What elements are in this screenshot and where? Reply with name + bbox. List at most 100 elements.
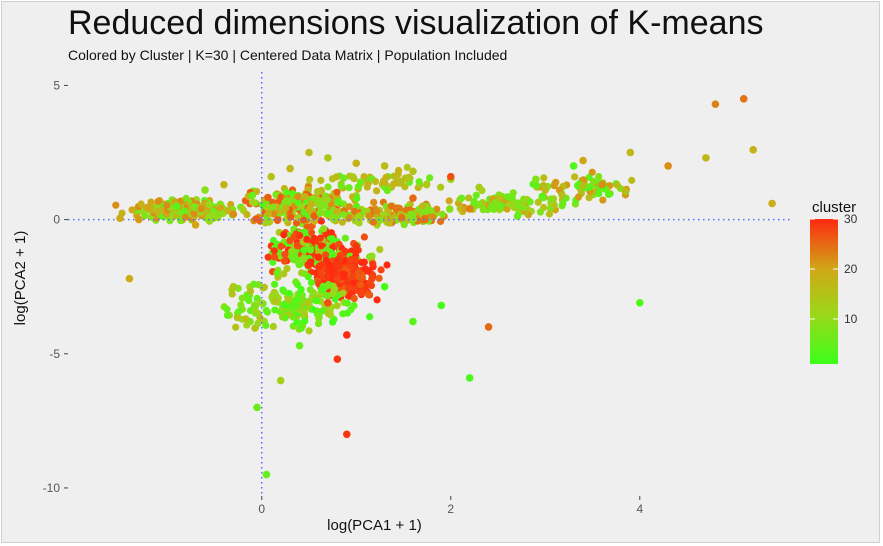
data-point [598, 180, 606, 189]
cloud-point [368, 275, 376, 283]
cloud-point [232, 323, 240, 331]
cloud-point [383, 261, 391, 269]
cloud-point [306, 246, 315, 254]
cloud-point [370, 198, 378, 206]
data-point [409, 167, 417, 176]
y-axis-title: log(PCA2 + 1) [12, 231, 29, 326]
x-tick-label: 4 [636, 502, 643, 516]
cloud-point [400, 221, 408, 229]
cloud-point [297, 324, 305, 332]
reference-lines [68, 72, 791, 496]
cloud-point [324, 272, 332, 281]
cloud-point [273, 269, 281, 277]
cloud-point [375, 274, 383, 282]
cloud-point [345, 214, 353, 222]
cloud-point [457, 194, 466, 202]
cloud-point [166, 217, 174, 225]
cloud-point [337, 182, 345, 190]
data-point [352, 242, 361, 251]
cloud-point [574, 181, 582, 190]
data-point [295, 231, 304, 240]
cloud-point [147, 198, 155, 206]
cloud-point [356, 281, 365, 289]
cloud-point [595, 172, 603, 181]
cloud-point [347, 263, 356, 271]
data-point [116, 214, 124, 223]
cloud-point [340, 174, 348, 182]
cloud-point [205, 200, 213, 209]
cloud-point [538, 192, 546, 200]
color-legend: cluster 10 20 30 [810, 199, 858, 364]
cloud-point [381, 178, 389, 186]
data-point [125, 274, 134, 283]
cloud-point [228, 290, 236, 298]
cloud-point [376, 216, 384, 224]
data-point [253, 403, 261, 412]
cloud-point [216, 204, 225, 212]
cloud-point [271, 297, 279, 305]
cloud-point [328, 235, 336, 243]
cloud-point [628, 176, 636, 184]
cloud-point [373, 296, 381, 304]
cloud-point [317, 176, 325, 184]
data-point [635, 298, 644, 307]
cloud-point [270, 253, 279, 261]
cloud-point [295, 261, 303, 269]
data-point [749, 146, 757, 154]
cloud-point [190, 209, 198, 218]
data-point [380, 282, 389, 291]
cloud-point [301, 317, 309, 325]
cloud-point [271, 290, 279, 298]
legend-tick-label: 20 [844, 262, 858, 276]
cloud-point [376, 245, 384, 254]
data-point [333, 274, 342, 283]
cloud-point [242, 315, 250, 323]
cloud-point [281, 250, 289, 258]
cloud-point [275, 197, 283, 205]
data-point [135, 215, 143, 224]
cloud-point [514, 201, 522, 209]
data-point [248, 191, 257, 200]
cloud-point [333, 302, 341, 310]
cloud-point [360, 173, 368, 181]
cloud-point [265, 218, 274, 226]
cloud-point [270, 247, 278, 255]
cloud-point [223, 305, 231, 313]
x-axis-title: log(PCA1 + 1) [327, 517, 422, 534]
cloud-point [327, 229, 335, 237]
cloud-point [383, 186, 391, 195]
cloud-point [318, 307, 327, 315]
data-point [484, 323, 493, 331]
cloud-point [418, 202, 427, 210]
cloud-point [252, 308, 260, 316]
y-tick-label: -5 [49, 347, 60, 361]
data-point [446, 172, 455, 181]
cloud-point [300, 254, 308, 262]
cloud-point [329, 318, 337, 326]
data-point [229, 210, 238, 219]
cloud-point [363, 183, 371, 191]
cloud-point [303, 299, 311, 307]
point-cloud-layer [112, 163, 636, 335]
data-point [286, 164, 294, 173]
cloud-point [446, 205, 454, 213]
cloud-point [285, 289, 293, 298]
data-point [465, 374, 474, 382]
cloud-point [552, 178, 560, 186]
cloud-point [360, 233, 368, 241]
cloud-point [248, 198, 257, 206]
cloud-point [599, 196, 607, 204]
cloud-point [503, 193, 512, 201]
y-tick-label: 5 [53, 78, 60, 92]
cloud-point [154, 197, 162, 205]
cloud-point [306, 258, 314, 266]
cloud-point [264, 253, 272, 261]
cloud-point [372, 207, 381, 215]
cloud-point [390, 180, 398, 188]
cloud-point [333, 188, 341, 196]
cloud-point [613, 181, 621, 189]
cloud-point [294, 193, 302, 201]
data-point [324, 154, 332, 162]
cloud-point [403, 163, 411, 171]
cloud-point [254, 319, 262, 327]
